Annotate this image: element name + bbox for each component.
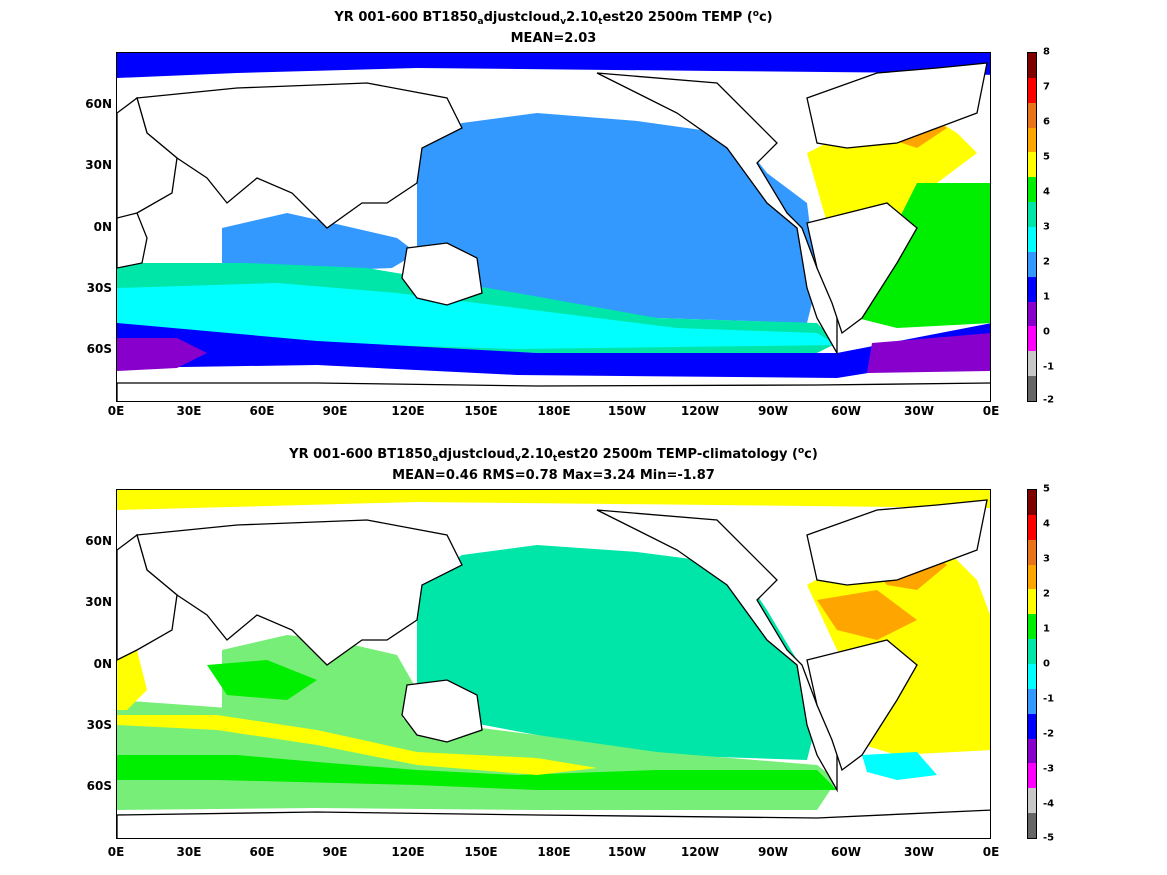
x-tick: 150E — [464, 845, 498, 859]
y-tick: 30N — [85, 595, 112, 609]
colorbar-label: -3 — [1043, 763, 1055, 775]
colorbar-swatch — [1028, 102, 1036, 128]
y-tick: 0N — [93, 220, 112, 234]
x-tick: 30W — [904, 404, 934, 418]
x-tick: 30W — [904, 845, 934, 859]
colorbar-label: 0 — [1043, 658, 1050, 670]
x-tick: 120W — [680, 845, 720, 859]
x-tick: 120E — [391, 845, 425, 859]
colorbar-swatch — [1028, 763, 1036, 789]
colorbar-label: 1 — [1043, 291, 1050, 303]
colorbar-swatch — [1028, 77, 1036, 103]
bottom-panel-stats: MEAN=0.46 RMS=0.78 Max=3.24 Min=-1.87 — [392, 468, 715, 483]
x-tick: 150W — [607, 404, 647, 418]
colorbar-label: 4 — [1043, 186, 1050, 198]
colorbar-swatch — [1028, 738, 1036, 764]
colorbar-label: 5 — [1043, 483, 1050, 495]
x-tick: 90E — [322, 404, 348, 418]
colorbar-label: 6 — [1043, 116, 1050, 128]
colorbar-swatch — [1028, 177, 1036, 203]
colorbar-swatch — [1028, 813, 1036, 839]
y-tick: 60S — [86, 779, 112, 793]
colorbar-swatch — [1028, 202, 1036, 228]
x-tick: 0E — [107, 404, 125, 418]
top-panel-title: YR 001-600 BT1850adjustcloudv2.10test20 … — [334, 9, 773, 27]
x-tick: 150E — [464, 404, 498, 418]
colorbar-label: 4 — [1043, 518, 1050, 530]
colorbar-label: 0 — [1043, 326, 1050, 338]
top-panel-stats: MEAN=2.03 — [510, 31, 597, 46]
x-tick: 0E — [982, 845, 1000, 859]
x-tick: 90E — [322, 845, 348, 859]
colorbar-swatch — [1028, 53, 1036, 78]
y-tick: 60N — [85, 534, 112, 548]
x-tick: 180E — [537, 845, 571, 859]
x-tick: 0E — [982, 404, 1000, 418]
colorbar-swatch — [1028, 152, 1036, 178]
x-tick: 60E — [249, 845, 275, 859]
colorbar-label: 3 — [1043, 553, 1050, 565]
colorbar-swatch — [1028, 127, 1036, 153]
x-tick: 150W — [607, 845, 647, 859]
colorbar-swatch — [1028, 490, 1036, 515]
colorbar-swatch — [1028, 688, 1036, 714]
bottom-map — [116, 489, 991, 839]
y-tick: 30S — [86, 718, 112, 732]
y-tick: 60N — [85, 97, 112, 111]
colorbar-label: 2 — [1043, 256, 1050, 268]
colorbar-swatch — [1028, 539, 1036, 565]
x-tick: 90W — [758, 404, 788, 418]
x-tick: 30E — [176, 404, 202, 418]
y-tick: 30N — [85, 158, 112, 172]
y-tick: 60S — [86, 342, 112, 356]
x-tick: 120W — [680, 404, 720, 418]
colorbar-label: -2 — [1043, 728, 1055, 740]
colorbar-label: 5 — [1043, 151, 1050, 163]
colorbar-swatch — [1028, 351, 1036, 377]
x-tick: 60W — [831, 404, 861, 418]
colorbar-swatch — [1028, 326, 1036, 352]
x-tick: 90W — [758, 845, 788, 859]
x-tick: 60E — [249, 404, 275, 418]
colorbar-swatch — [1028, 639, 1036, 665]
colorbar-swatch — [1028, 276, 1036, 302]
colorbar-swatch — [1028, 614, 1036, 640]
colorbar-swatch — [1028, 664, 1036, 689]
colorbar-label: 8 — [1043, 46, 1050, 58]
x-tick: 120E — [391, 404, 425, 418]
colorbar-swatch — [1028, 713, 1036, 739]
colorbar-swatch — [1028, 251, 1036, 277]
x-tick: 60W — [831, 845, 861, 859]
colorbar-label: -1 — [1043, 361, 1055, 373]
colorbar-label: 3 — [1043, 221, 1050, 233]
bottom-colorbar — [1027, 489, 1037, 839]
colorbar-label: -5 — [1043, 832, 1055, 844]
y-tick: 30S — [86, 281, 112, 295]
colorbar-label: 1 — [1043, 623, 1050, 635]
colorbar-label: -4 — [1043, 798, 1055, 810]
x-tick: 30E — [176, 845, 202, 859]
colorbar-label: -2 — [1043, 394, 1055, 406]
colorbar-label: 2 — [1043, 588, 1050, 600]
colorbar-label: 7 — [1043, 81, 1050, 93]
colorbar-swatch — [1028, 514, 1036, 540]
colorbar-swatch — [1028, 564, 1036, 590]
colorbar-swatch — [1028, 301, 1036, 327]
colorbar-swatch — [1028, 376, 1036, 402]
colorbar-swatch — [1028, 788, 1036, 814]
x-tick: 180E — [537, 404, 571, 418]
top-colorbar — [1027, 52, 1037, 402]
y-tick: 0N — [93, 657, 112, 671]
colorbar-label: -1 — [1043, 693, 1055, 705]
bottom-panel-title: YR 001-600 BT1850adjustcloudv2.10test20 … — [289, 446, 818, 464]
colorbar-swatch — [1028, 589, 1036, 615]
colorbar-swatch — [1028, 227, 1036, 252]
top-map — [116, 52, 991, 402]
x-tick: 0E — [107, 845, 125, 859]
